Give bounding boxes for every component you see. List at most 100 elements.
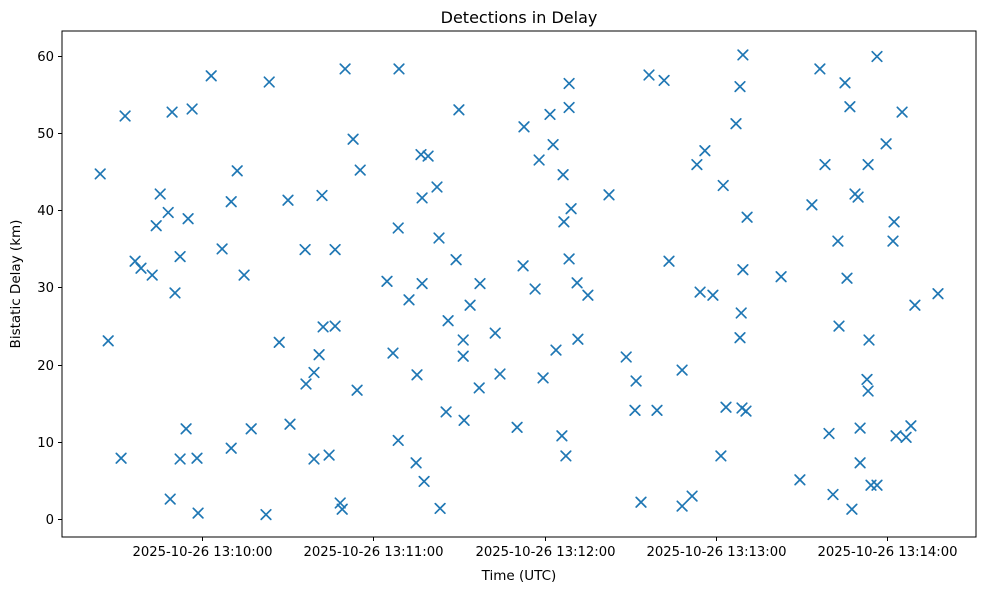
scatter-point bbox=[741, 211, 753, 223]
x-tick-label: 2025-10-26 13:14:00 bbox=[817, 545, 957, 560]
scatter-point bbox=[550, 344, 562, 356]
scatter-point bbox=[737, 49, 749, 61]
scatter-point bbox=[300, 378, 312, 390]
scatter-point bbox=[841, 272, 853, 284]
scatter-point bbox=[135, 262, 147, 274]
scatter-point bbox=[169, 287, 181, 299]
scatter-point bbox=[905, 420, 917, 432]
scatter-point bbox=[734, 80, 746, 93]
scatter-point bbox=[852, 191, 864, 203]
scatter-point bbox=[347, 133, 359, 145]
scatter-point bbox=[308, 453, 320, 465]
scatter-point bbox=[308, 366, 320, 379]
scatter-point bbox=[433, 232, 445, 244]
scatter-point bbox=[238, 269, 250, 281]
scatter-point bbox=[146, 269, 158, 281]
scatter-point bbox=[537, 372, 549, 384]
scatter-point bbox=[557, 169, 569, 181]
scatter-point bbox=[381, 275, 393, 287]
scatter-point bbox=[806, 199, 818, 211]
scatter-point bbox=[819, 158, 831, 171]
scatter-point bbox=[871, 50, 883, 63]
scatter-point bbox=[560, 450, 572, 462]
scatter-point bbox=[720, 401, 732, 413]
scatter-point bbox=[932, 288, 944, 300]
scatter-point bbox=[180, 423, 192, 435]
scatter-point bbox=[887, 235, 899, 247]
scatter-point bbox=[282, 194, 294, 206]
scatter-point bbox=[863, 334, 875, 346]
scatter-point bbox=[572, 333, 584, 345]
scatter-point bbox=[620, 351, 632, 363]
x-tick-label: 2025-10-26 13:12:00 bbox=[475, 545, 615, 560]
scatter-point bbox=[216, 243, 228, 255]
scatter-point bbox=[676, 364, 688, 376]
scatter-point bbox=[558, 216, 570, 228]
scatter-point bbox=[416, 192, 428, 204]
scatter-point bbox=[823, 427, 835, 440]
scatter-point bbox=[571, 277, 583, 289]
scatter-point bbox=[909, 299, 921, 311]
scatter-point bbox=[699, 145, 711, 157]
scatter-point bbox=[707, 289, 719, 301]
axis-ticks: 2025-10-26 13:10:00 2025-10-26 13:11:00 20… bbox=[37, 50, 957, 560]
scatter-point bbox=[489, 327, 501, 339]
scatter-point bbox=[186, 103, 198, 115]
scatter-point bbox=[164, 493, 176, 505]
scatter-point bbox=[434, 502, 446, 515]
scatter-point bbox=[392, 222, 404, 234]
scatter-point bbox=[323, 449, 335, 461]
chart-title: Detections in Delay bbox=[441, 8, 598, 27]
y-tick-label: 40 bbox=[37, 204, 54, 219]
scatter-point bbox=[832, 235, 844, 247]
scatter-point bbox=[102, 335, 114, 347]
scatter-point bbox=[174, 453, 186, 465]
scatter-point bbox=[694, 286, 706, 298]
scatter-point bbox=[162, 206, 174, 219]
scatter-point bbox=[284, 418, 296, 430]
scatter-point bbox=[166, 106, 178, 118]
scatter-point bbox=[410, 457, 422, 469]
scatter-point bbox=[457, 350, 469, 362]
scatter-point bbox=[890, 430, 902, 442]
scatter-point bbox=[329, 320, 341, 332]
scatter-point bbox=[862, 385, 874, 397]
y-tick-label: 10 bbox=[37, 436, 54, 451]
scatter-point bbox=[730, 118, 742, 130]
y-tick-label: 30 bbox=[37, 281, 54, 296]
scatter-point bbox=[411, 369, 423, 381]
scatter-point bbox=[518, 121, 530, 133]
x-tick-label: 2025-10-26 13:10:00 bbox=[132, 545, 272, 560]
scatter-point bbox=[273, 336, 285, 348]
scatter-point bbox=[473, 382, 485, 394]
scatter-point bbox=[231, 165, 243, 177]
scatter-point bbox=[354, 164, 366, 176]
scatter-point bbox=[556, 430, 568, 442]
scatter-point bbox=[833, 320, 845, 332]
x-tick-label: 2025-10-26 13:11:00 bbox=[303, 545, 443, 560]
scatter-point bbox=[403, 294, 415, 306]
scatter-point bbox=[205, 70, 217, 82]
scatter-point bbox=[827, 488, 839, 501]
scatter-point bbox=[94, 168, 106, 180]
scatter-point bbox=[119, 110, 131, 122]
scatter-point bbox=[245, 423, 257, 435]
scatter-point bbox=[422, 150, 434, 162]
scatter-point bbox=[565, 203, 577, 215]
x-tick-label: 2025-10-26 13:13:00 bbox=[646, 545, 786, 560]
scatter-point bbox=[715, 450, 727, 462]
scatter-point bbox=[154, 188, 166, 200]
scatter-point bbox=[846, 503, 858, 515]
scatter-point bbox=[529, 283, 541, 295]
scatter-point bbox=[563, 77, 575, 90]
scatter-point bbox=[854, 422, 866, 434]
scatter-point bbox=[814, 63, 826, 75]
scatter-point bbox=[629, 404, 641, 416]
scatter-point bbox=[735, 307, 747, 319]
scatter-point bbox=[563, 253, 575, 265]
scatter-point bbox=[450, 254, 462, 266]
scatter-point bbox=[844, 101, 856, 113]
scatter-point bbox=[871, 479, 883, 491]
scatter-point bbox=[494, 368, 506, 380]
